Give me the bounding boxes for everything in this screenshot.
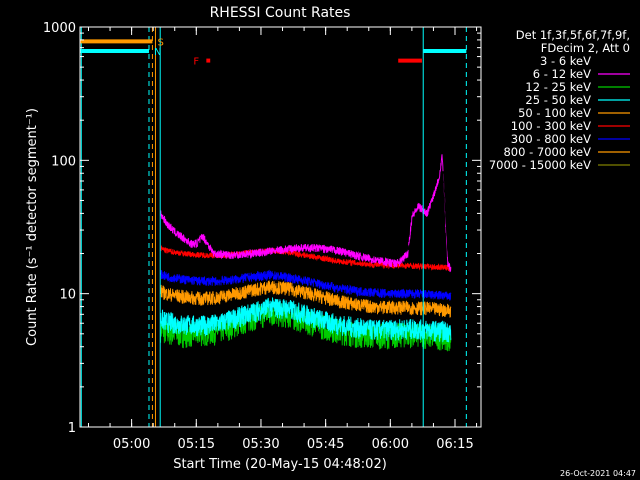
x-tick-label: 05:15 <box>178 437 215 452</box>
legend-label: 50 - 100 keV <box>518 106 591 120</box>
flag-label-s: S <box>157 37 163 48</box>
legend-header-line-1: Det 1f,3f,5f,6f,7f,9f, <box>516 28 630 42</box>
legend-label: 12 - 25 keV <box>525 80 591 94</box>
y-tick-label: 100 <box>51 154 76 169</box>
chart-title: RHESSI Count Rates <box>210 5 351 21</box>
legend-label: 6 - 12 keV <box>533 67 591 81</box>
y-axis: 1 10 100 1000 <box>43 21 481 436</box>
flag-label-f: F <box>193 57 199 68</box>
series-line-100-300kev <box>160 245 452 272</box>
y-tick-label: 1 <box>68 421 76 436</box>
flag-label-n: N <box>154 47 161 58</box>
series-line-6-12kev <box>160 154 452 273</box>
legend-label: 100 - 300 keV <box>511 119 591 133</box>
x-axis-label: Start Time (20-May-15 04:48:02) <box>173 457 387 472</box>
legend: Det 1f,3f,5f,6f,7f,9f, FDecim 2, Att 0 3… <box>489 28 630 172</box>
legend-label: 7000 - 15000 keV <box>489 158 591 172</box>
generation-timestamp: 26-Oct-2021 04:47 <box>560 469 636 478</box>
plot-frame <box>79 26 482 428</box>
series-line-300-800kev <box>160 269 452 302</box>
legend-header-line-2: FDecim 2, Att 0 <box>541 41 630 55</box>
legend-label: 300 - 800 keV <box>511 132 591 146</box>
series-line-25-50kev <box>160 297 452 343</box>
x-tick-label: 05:45 <box>307 437 344 452</box>
x-tick-label: 05:30 <box>242 437 279 452</box>
x-tick-label: 05:00 <box>113 437 150 452</box>
y-tick-label: 1000 <box>43 21 76 36</box>
x-axis: 05:00 05:15 05:30 05:45 06:00 06:15 <box>87 27 478 452</box>
x-tick-label: 06:15 <box>436 437 473 452</box>
series-line-50-100kev <box>160 280 452 318</box>
legend-label: 3 - 6 keV <box>540 54 591 68</box>
plot-area: SN F <box>80 27 467 427</box>
series-line-3-6kev <box>160 171 452 266</box>
x-tick-label: 06:00 <box>372 437 409 452</box>
legend-label: 25 - 50 keV <box>525 93 591 107</box>
y-axis-label: Count Rate (s⁻¹ detector segment⁻¹) <box>25 108 40 346</box>
legend-label: 800 - 7000 keV <box>503 145 591 159</box>
y-tick-label: 10 <box>59 288 76 303</box>
